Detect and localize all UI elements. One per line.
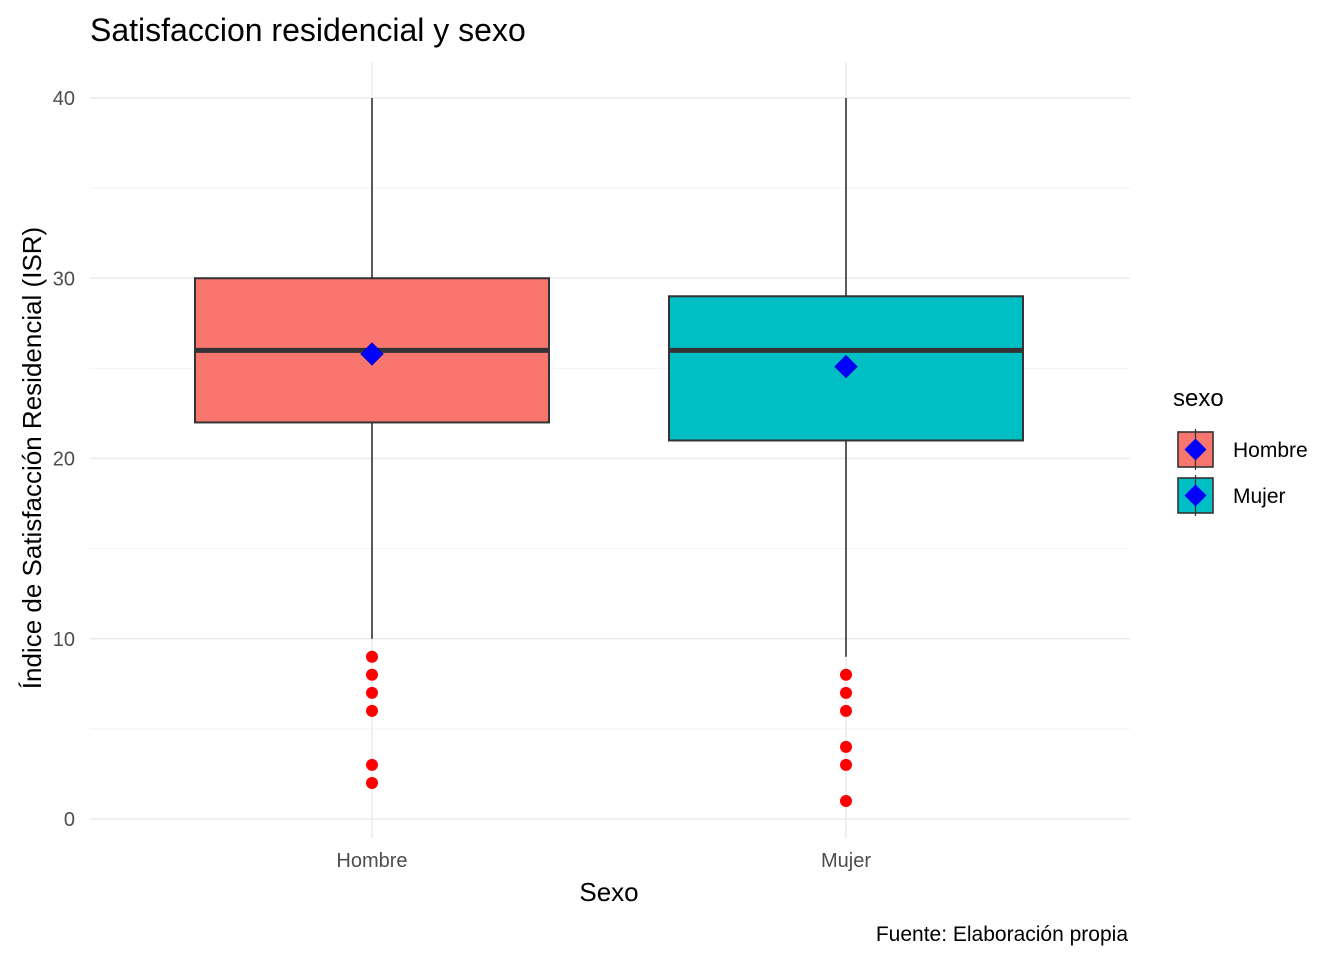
outlier-point bbox=[840, 758, 852, 771]
legend: sexo Hombre Mujer bbox=[1173, 385, 1308, 516]
x-axis-title: Sexo bbox=[579, 877, 638, 907]
outlier-point bbox=[366, 668, 378, 681]
box-group bbox=[668, 98, 1024, 807]
x-tick-label: Hombre bbox=[336, 850, 407, 872]
boxes bbox=[194, 98, 1024, 807]
y-axis-ticks: 0 10 20 30 40 bbox=[53, 88, 75, 831]
legend-title: sexo bbox=[1173, 385, 1224, 412]
x-axis-ticks: Hombre Mujer bbox=[336, 850, 871, 872]
outlier-point bbox=[366, 650, 378, 663]
legend-mean-marker bbox=[1184, 484, 1207, 507]
y-tick-label: 0 bbox=[64, 809, 75, 831]
caption: Fuente: Elaboración propia bbox=[876, 923, 1128, 946]
outlier-point bbox=[840, 740, 852, 753]
legend-mean-marker bbox=[1184, 438, 1207, 461]
mean-marker bbox=[360, 342, 384, 366]
outlier-point bbox=[840, 794, 852, 807]
y-tick-label: 20 bbox=[53, 449, 75, 471]
outlier-point bbox=[840, 686, 852, 699]
x-tick-label: Mujer bbox=[821, 850, 871, 872]
legend-key: Mujer bbox=[1177, 475, 1286, 516]
outlier-point bbox=[366, 704, 378, 717]
grid bbox=[90, 62, 1130, 838]
outlier-point bbox=[366, 776, 378, 789]
mean-marker bbox=[834, 354, 858, 379]
box-group bbox=[194, 98, 550, 789]
y-tick-label: 40 bbox=[53, 88, 75, 110]
outlier-point bbox=[840, 668, 852, 681]
legend-label: Hombre bbox=[1233, 439, 1308, 462]
outlier-point bbox=[366, 686, 378, 699]
outlier-point bbox=[366, 758, 378, 771]
chart-title: Satisfaccion residencial y sexo bbox=[90, 12, 526, 48]
legend-key: Hombre bbox=[1177, 429, 1308, 470]
legend-label: Mujer bbox=[1233, 485, 1286, 508]
y-tick-label: 30 bbox=[53, 268, 75, 290]
outlier-point bbox=[840, 704, 852, 717]
y-axis-title: Índice de Satisfacción Residencial (ISR) bbox=[17, 227, 47, 689]
y-tick-label: 10 bbox=[53, 629, 75, 651]
